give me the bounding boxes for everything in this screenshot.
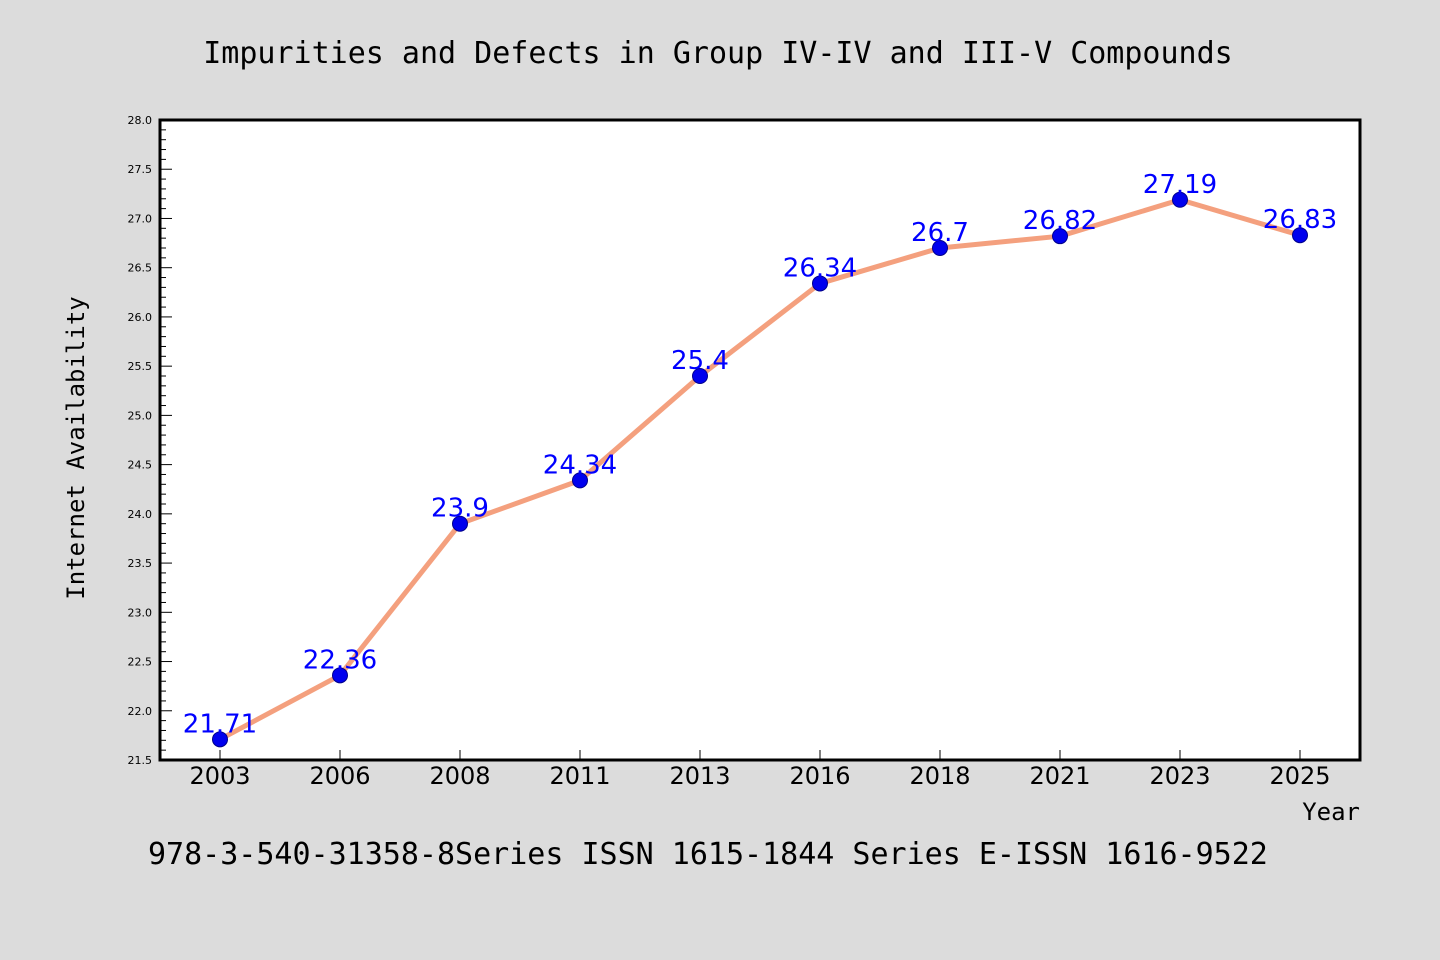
- y-tick-label: 21.5: [128, 754, 153, 767]
- data-point-marker: [1052, 228, 1068, 245]
- y-tick-label: 22.0: [128, 705, 153, 718]
- y-tick-label: 26.5: [128, 262, 153, 275]
- x-axis: 2003 2006 2008 2011 2013 2016 2018 2021 2023 2025: [189, 750, 1331, 790]
- data-value-label: 26.34: [783, 253, 857, 283]
- data-point-marker: [932, 240, 948, 256]
- data-value-label: 24.34: [543, 450, 617, 480]
- y-axis: 21.5 22.0 22.5 23.0 23.5 24.0 24.5 25.0 25.5 26.0…: [128, 114, 172, 767]
- y-axis-label: Internet Availability: [62, 296, 90, 599]
- x-tick-label: 2023: [1149, 762, 1210, 790]
- y-tick-label: 24.5: [128, 459, 153, 472]
- marker-group: [212, 191, 1308, 748]
- data-value-label: 27.19: [1143, 170, 1217, 200]
- y-tick-label: 22.5: [128, 656, 153, 669]
- x-tick-label: 2016: [789, 762, 850, 790]
- data-point-marker: [212, 731, 228, 748]
- x-axis-label: Year: [1302, 798, 1360, 826]
- series-line: [217, 197, 1303, 742]
- y-tick-label: 28.0: [128, 114, 153, 127]
- data-value-label: 21.71: [183, 709, 257, 739]
- y-tick-label: 27.0: [128, 212, 153, 225]
- x-tick-label: 2021: [1029, 762, 1090, 790]
- x-tick-label: 2013: [669, 762, 730, 790]
- y-tick-label: 23.5: [128, 557, 153, 570]
- x-tick-label: 2008: [429, 762, 490, 790]
- data-value-label: 26.7: [911, 218, 969, 248]
- data-value-label: 25.4: [671, 346, 729, 376]
- data-label-group: 21.71 22.36 23.9 24.34 25.4 26.34 26.7 26.82 27.…: [183, 170, 1337, 740]
- y-tick-label: 23.0: [128, 606, 153, 619]
- footer-text: 978-3-540-31358-8Series ISSN 1615-1844 S…: [148, 837, 1268, 872]
- y-tick-label: 26.0: [128, 311, 153, 324]
- chart-title: Impurities and Defects in Group IV-IV an…: [203, 36, 1233, 71]
- y-tick-label: 25.5: [128, 360, 153, 373]
- data-value-label: 23.9: [431, 494, 489, 524]
- data-point-marker: [452, 515, 468, 532]
- x-tick-label: 2006: [309, 762, 370, 790]
- data-value-label: 26.82: [1023, 206, 1097, 236]
- x-tick-label: 2003: [189, 762, 250, 790]
- data-point-marker: [1172, 191, 1188, 208]
- data-point-marker: [692, 368, 708, 384]
- x-tick-label: 2018: [909, 762, 970, 790]
- data-point-marker: [1292, 227, 1308, 244]
- data-value-label: 26.83: [1263, 205, 1337, 235]
- x-tick-label: 2025: [1269, 762, 1330, 790]
- y-tick-label: 27.5: [128, 163, 153, 176]
- y-tick-label: 25.0: [128, 409, 153, 422]
- data-point-marker: [812, 275, 828, 292]
- data-point-marker: [332, 667, 348, 684]
- series-line-group: [217, 197, 1303, 742]
- data-point-marker: [572, 472, 588, 489]
- y-tick-label: 24.0: [128, 508, 153, 521]
- data-value-label: 22.36: [303, 645, 377, 675]
- x-tick-label: 2011: [549, 762, 610, 790]
